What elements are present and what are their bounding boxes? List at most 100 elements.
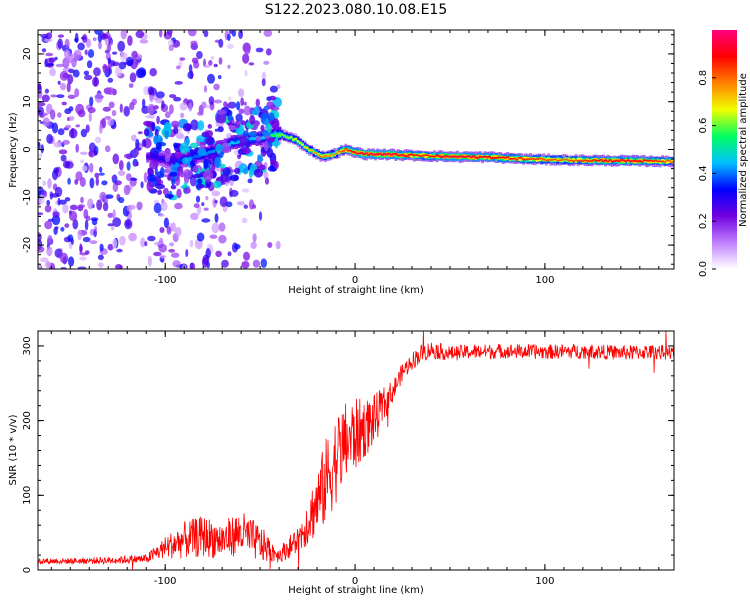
heatmap-ridge-cell xyxy=(517,157,521,161)
heatmap-noise-cell xyxy=(205,196,209,201)
heatmap-noise-cell xyxy=(266,147,274,158)
heatmap-noise-cell xyxy=(112,61,120,67)
heatmap-ridge-cell xyxy=(330,153,334,158)
heatmap-noise-cell xyxy=(220,173,230,183)
heatmap-noise-cell xyxy=(44,204,52,213)
heatmap-ridge-cell xyxy=(585,159,589,162)
heatmap-ridge-cell xyxy=(590,160,594,162)
heatmap-noise-cell xyxy=(107,212,114,218)
heatmap-noise-cell xyxy=(38,141,41,150)
heatmap-ridge-cell xyxy=(622,159,626,162)
heatmap-noise-cell xyxy=(67,177,71,185)
heatmap-noise-cell xyxy=(197,111,204,116)
heatmap-noise-cell xyxy=(67,94,76,100)
y-tick-label: 200 xyxy=(22,411,33,430)
heatmap-noise-cell xyxy=(80,196,84,204)
heatmap-ridge-cell xyxy=(403,155,407,157)
heatmap-noise-cell xyxy=(227,43,234,50)
heatmap-noise-cell xyxy=(99,123,103,134)
heatmap-noise-cell xyxy=(163,31,172,40)
heatmap-ridge-cell xyxy=(148,155,152,159)
heatmap-ridge-cell xyxy=(412,154,416,157)
heatmap-noise-cell xyxy=(168,248,176,253)
heatmap-noise-cell xyxy=(38,194,45,205)
heatmap-ridge-cell xyxy=(544,159,548,162)
heatmap-ridge-cell xyxy=(497,156,500,159)
heatmap-noise-cell xyxy=(53,167,60,174)
heatmap-noise-cell xyxy=(117,170,126,176)
heatmap-noise-cell xyxy=(112,209,116,220)
heatmap-ridge-cell xyxy=(519,157,523,159)
heatmap-ridge-cell xyxy=(576,157,580,161)
heatmap-noise-cell xyxy=(191,57,199,64)
heatmap-noise-cell xyxy=(94,136,102,144)
heatmap-noise-cell xyxy=(201,101,207,109)
heatmap-noise-cell xyxy=(215,145,224,151)
heatmap-noise-cell xyxy=(189,160,195,168)
heatmap-noise-cell xyxy=(77,42,85,51)
heatmap-ridge-cell xyxy=(305,147,309,149)
heatmap-noise-cell xyxy=(159,30,163,38)
heatmap-ridge-cell xyxy=(358,152,361,155)
heatmap-ridge-cell xyxy=(435,154,439,157)
heatmap-noise-cell xyxy=(149,160,159,170)
heatmap-noise-cell xyxy=(83,208,89,220)
heatmap-ridge-cell xyxy=(636,160,639,163)
heatmap-noise-cell xyxy=(241,146,251,155)
heatmap-noise-cell xyxy=(56,94,65,98)
heatmap-ridge-cell xyxy=(601,158,605,162)
heatmap-noise-cell xyxy=(93,76,98,87)
heatmap-noise-cell xyxy=(52,211,60,218)
heatmap-ridge-cell xyxy=(467,156,471,160)
heatmap-noise-cell xyxy=(38,246,45,253)
heatmap-noise-cell xyxy=(64,223,70,228)
x-tick-label: 100 xyxy=(535,275,554,286)
heatmap-noise-cell xyxy=(201,218,211,223)
heatmap-noise-cell xyxy=(135,138,140,149)
heatmap-ridge-cell xyxy=(478,155,482,158)
heatmap-ridge-cell xyxy=(421,154,425,157)
heatmap-ridge-cell xyxy=(483,155,487,158)
heatmap-ridge-cell xyxy=(624,160,628,162)
heatmap-noise-cell xyxy=(44,220,53,230)
heatmap-ridge-cell xyxy=(380,154,384,156)
heatmap-noise-cell xyxy=(80,128,88,138)
heatmap-ridge-cell xyxy=(506,156,510,160)
heatmap-noise-cell xyxy=(44,38,53,42)
heatmap-noise-cell xyxy=(50,94,57,98)
heatmap-noise-cell xyxy=(54,186,63,197)
heatmap-ridge-cell xyxy=(401,154,405,156)
heatmap-noise-cell xyxy=(261,78,266,87)
heatmap-noise-cell xyxy=(94,172,100,178)
heatmap-ridge-cell xyxy=(326,155,330,158)
heatmap-noise-cell xyxy=(155,183,166,190)
heatmap-noise-cell xyxy=(215,250,222,257)
heatmap-ridge-cell xyxy=(235,140,238,144)
heatmap-noise-cell xyxy=(79,177,86,187)
heatmap-ridge-cell xyxy=(415,154,418,158)
heatmap-noise-cell xyxy=(65,124,71,129)
heatmap-ridge-cell xyxy=(433,155,437,158)
heatmap-noise-cell xyxy=(57,128,65,136)
heatmap-noise-cell xyxy=(228,96,232,101)
heatmap-noise-cell xyxy=(77,109,86,118)
heatmap-ridge-cell xyxy=(360,152,364,154)
heatmap-ridge-cell xyxy=(661,160,664,163)
colorbar-gradient xyxy=(712,30,737,269)
heatmap-noise-cell xyxy=(64,38,70,49)
heatmap-ridge-cell xyxy=(510,158,514,160)
heatmap-noise-cell xyxy=(163,121,172,132)
heatmap-ridge-cell xyxy=(513,157,516,160)
heatmap-noise-cell xyxy=(131,50,138,59)
heatmap-noise-cell xyxy=(41,94,50,103)
heatmap-noise-cell xyxy=(156,91,165,99)
heatmap-noise-cell xyxy=(104,33,109,39)
heatmap-noise-cell xyxy=(89,149,94,158)
heatmap-noise-cell xyxy=(114,66,123,77)
heatmap-noise-cell xyxy=(94,92,103,103)
heatmap-noise-cell xyxy=(81,165,88,172)
heatmap-ridge-cell xyxy=(451,156,455,158)
heatmap-ridge-cell xyxy=(540,157,544,160)
heatmap-ridge-cell xyxy=(656,160,660,162)
heatmap-noise-cell xyxy=(118,61,127,70)
